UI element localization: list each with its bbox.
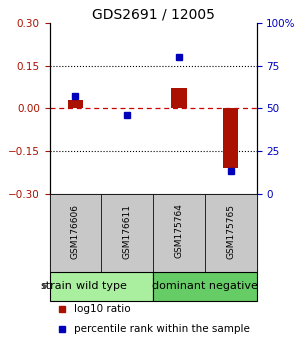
Text: GSM176611: GSM176611	[123, 204, 132, 258]
Bar	[153, 272, 256, 301]
Bar	[101, 194, 153, 272]
Bar	[50, 194, 101, 272]
Text: dominant negative: dominant negative	[152, 281, 258, 291]
Text: percentile rank within the sample: percentile rank within the sample	[74, 324, 250, 334]
Text: GSM175764: GSM175764	[174, 204, 183, 258]
Text: strain: strain	[40, 281, 72, 291]
Bar	[171, 88, 187, 108]
Text: GSM175765: GSM175765	[226, 204, 235, 258]
Text: wild type: wild type	[76, 281, 127, 291]
Title: GDS2691 / 12005: GDS2691 / 12005	[92, 8, 214, 22]
Bar	[68, 100, 83, 108]
Bar	[223, 108, 239, 168]
Text: log10 ratio: log10 ratio	[74, 304, 131, 314]
Text: GSM176606: GSM176606	[71, 204, 80, 258]
Bar	[50, 272, 153, 301]
Bar	[153, 194, 205, 272]
Bar	[205, 194, 256, 272]
